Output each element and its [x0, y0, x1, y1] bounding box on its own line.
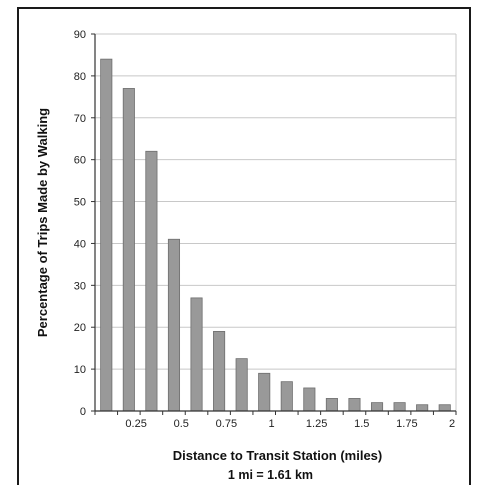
x-axis-title: Distance to Transit Station (miles) — [173, 448, 383, 463]
bar — [325, 398, 338, 412]
bar — [303, 387, 316, 412]
bar-chart: 0 10 20 30 40 50 60 70 80 90 0.25 0.5 0.75 1 1.25 1.5 1… — [35, 29, 457, 482]
x-tick-label: 1.75 — [396, 418, 417, 430]
y-tick-label: 50 — [74, 197, 86, 209]
y-tick-labels: 0 10 20 30 40 50 60 70 80 90 — [74, 29, 86, 418]
y-tick-label: 60 — [74, 155, 86, 167]
y-tick-label: 20 — [74, 322, 86, 334]
x-tick-label: 2 — [449, 418, 455, 430]
x-tick-label: 0.75 — [216, 418, 237, 430]
y-axis-title: Percentage of Trips Made by Walking — [35, 108, 50, 337]
y-tick-label: 90 — [74, 29, 86, 41]
x-tick-label: 1.25 — [306, 418, 327, 430]
x-tick-label: 1.5 — [354, 418, 369, 430]
y-tick-label: 10 — [74, 364, 86, 376]
x-tick-label: 1 — [268, 418, 274, 430]
bar — [145, 150, 158, 412]
x-tick-label: 0.5 — [174, 418, 189, 430]
chart-frame: 0 10 20 30 40 50 60 70 80 90 0.25 0.5 0.75 1 1.25 1.5 1… — [17, 7, 471, 485]
x-tick-labels: 0.25 0.5 0.75 1 1.25 1.5 1.75 2 — [125, 418, 455, 430]
y-tick-label: 0 — [80, 406, 86, 418]
x-tick-label: 0.25 — [125, 418, 146, 430]
bar — [167, 238, 181, 412]
y-tick-label: 80 — [74, 71, 86, 83]
y-tick-label: 30 — [74, 280, 86, 292]
y-tick-label: 40 — [74, 238, 86, 250]
bar — [370, 402, 384, 412]
bar — [280, 381, 293, 412]
bar — [258, 372, 271, 412]
bar — [213, 331, 226, 412]
bar — [393, 402, 406, 412]
bar — [122, 88, 135, 412]
bar — [235, 358, 248, 412]
axes — [91, 33, 457, 415]
bar — [100, 58, 113, 412]
bar — [190, 297, 203, 412]
bar — [348, 398, 361, 412]
y-tick-label: 70 — [74, 113, 86, 125]
x-axis-unit-note: 1 mi = 1.61 km — [228, 468, 313, 482]
bar — [438, 404, 451, 412]
bar — [416, 404, 429, 412]
bars — [100, 58, 451, 412]
